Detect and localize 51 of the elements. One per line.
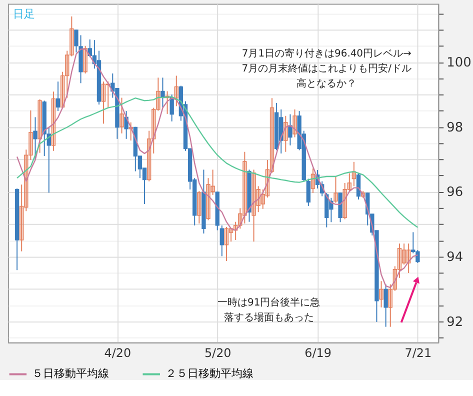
candlestick (120, 97, 124, 134)
y-tick-label: 98 (446, 120, 464, 136)
candlestick (288, 114, 292, 146)
x-tick-label: 6/19 (304, 346, 332, 360)
candlestick (242, 151, 247, 224)
x-tick-label: 4/20 (104, 346, 132, 360)
candlestick (51, 91, 56, 152)
legend-label: ２５日移動平均線 (165, 367, 254, 380)
candlestick (384, 284, 388, 328)
candlestick (224, 226, 229, 262)
candlestick (56, 81, 60, 112)
candlestick (334, 176, 338, 204)
candlestick (156, 77, 160, 112)
candlestick (379, 280, 384, 308)
annotation: 7月1日の寄り付きは96.40円レベル→7月の月末終値はこれよりも円安/ドル高となるか？ (242, 48, 412, 90)
candlestick (402, 243, 406, 266)
y-tick-label: 96 (446, 185, 464, 200)
candlestick (38, 98, 42, 154)
candlestick (197, 190, 202, 224)
candlestick (347, 172, 352, 192)
y-tick-label: 100 (446, 56, 472, 71)
candlestick (252, 169, 256, 242)
candlestick (206, 178, 210, 221)
candlestick (101, 81, 106, 124)
y-tick-label: 92 (446, 314, 464, 330)
candlestick (70, 16, 74, 57)
x-tick-label: 5/20 (204, 346, 232, 360)
candlestick (388, 284, 392, 328)
legend-label: ５日移動平均線 (32, 367, 109, 380)
candlestick (220, 224, 224, 257)
candlestick (33, 116, 38, 160)
candlestick (170, 94, 174, 122)
candlestick (20, 184, 24, 252)
candlestick (260, 188, 265, 210)
candlestick (83, 45, 88, 74)
annotation: 一時は91円台後半に急落する場面もあった (218, 296, 320, 324)
candlestick (210, 169, 215, 196)
candlestick (306, 178, 311, 206)
candlestick (65, 50, 70, 98)
candlestick (270, 98, 274, 174)
chart-title: 日足 (12, 8, 35, 21)
x-tick-label: 7/21 (404, 346, 432, 360)
candlestick (60, 71, 65, 108)
candlestick (28, 110, 33, 160)
candlestick (256, 186, 260, 213)
candlestick (397, 243, 402, 278)
candlestick (174, 75, 178, 107)
candlestick (292, 108, 297, 138)
y-tick-label: 94 (446, 250, 464, 265)
candlestick (124, 110, 128, 140)
candlestick (146, 130, 152, 182)
